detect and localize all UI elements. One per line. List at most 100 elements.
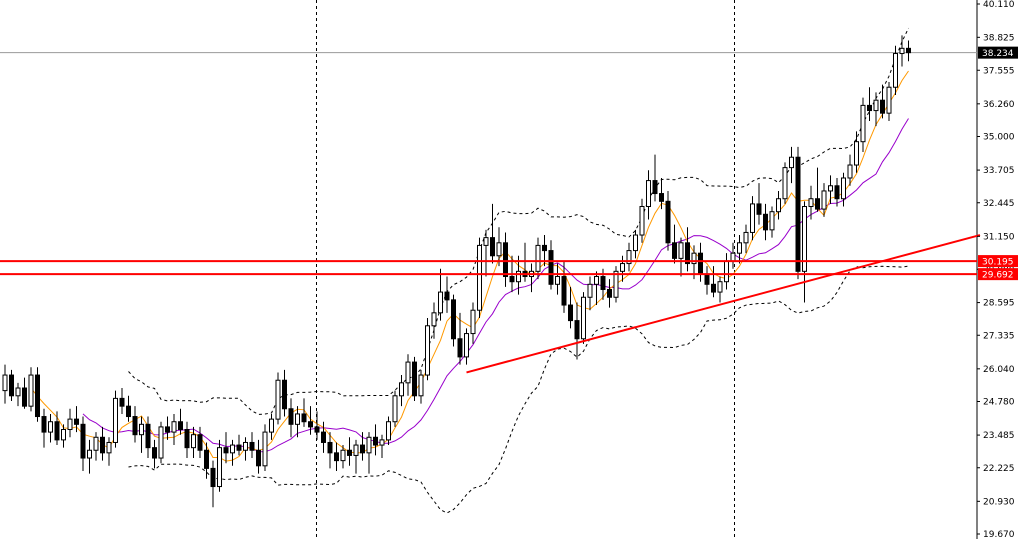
candle [204,442,209,479]
candle [854,131,859,173]
candle-body-bullish [470,309,476,335]
candle [906,40,911,62]
candle [815,167,820,212]
candle-body-bullish [899,47,905,55]
candle [613,266,619,303]
candle-body-bearish [672,242,677,259]
candle-body-bullish [769,211,775,231]
candle-body-bearish [568,304,573,322]
candle-body-bullish [802,206,807,272]
candle-body-bearish [444,291,450,301]
candle [717,276,723,303]
candle-body-bullish [477,244,482,311]
price-tick-label: 36.260 [983,100,1015,110]
candle [548,240,554,290]
candle [275,372,281,425]
candle-body-bearish [165,426,170,433]
candle-body-bearish [795,156,801,272]
candle [451,294,456,347]
candle [386,416,391,446]
candle-body-bearish [236,444,242,451]
candle [35,367,40,422]
candle [555,263,560,295]
candle [594,271,599,306]
candle [626,242,632,272]
candle [22,377,27,409]
candle [483,229,489,277]
candle [711,266,716,298]
candle-body-bullish [535,244,541,272]
candle [750,196,755,241]
candle-body-bullish [828,185,833,192]
candle [301,398,307,427]
candle [620,255,625,282]
candle [724,253,729,290]
candle [152,439,157,469]
candle [438,268,443,321]
candle [763,203,768,241]
candle [743,224,749,254]
candle-body-bullish [353,444,359,456]
candle [61,424,66,448]
candle-body-bullish [418,374,424,397]
candle [704,266,710,295]
candle [802,201,807,303]
candle [808,185,814,220]
candle [288,398,294,438]
price-tick-label: 28.595 [983,299,1015,309]
candle [314,411,320,440]
candle-body-bearish [548,250,554,285]
candle [678,237,684,277]
candle [184,421,190,459]
candle-body-bearish [74,418,79,425]
candle [665,190,671,251]
candle [477,237,482,319]
candle-body-bearish [145,423,151,449]
candle [659,177,664,210]
candle [379,434,385,459]
candle [828,175,833,204]
candle [821,183,827,217]
candle [405,354,411,396]
candle-body-bearish [334,452,339,462]
candle-body-bearish [412,361,417,397]
candle [87,439,92,474]
candle-body-bearish [347,449,352,456]
candle [880,84,885,119]
candle [54,411,60,446]
candle-body-bearish [132,416,138,436]
candle-body-bullish [113,397,118,443]
candle [561,260,567,313]
candle [581,292,586,344]
candle-body-bearish [9,374,14,397]
candle [867,87,872,121]
candle-body-bullish [67,418,73,431]
moving-average-purple [82,118,909,453]
candle [178,408,183,435]
candle-body-bullish [587,283,593,298]
candle [789,146,794,184]
candle-body-bearish [119,397,125,407]
candle-body-bullish [646,180,651,208]
level-tag-text: 30.195 [982,258,1014,268]
candle-body-bearish [756,203,762,215]
candle-body-bearish [457,338,463,358]
candle-body-bullish [431,312,437,327]
current-price-tag-text: 38.234 [982,49,1014,59]
candle [48,413,53,443]
candle-body-bearish [41,416,47,433]
candle [847,154,853,186]
candle [327,432,333,469]
candle-body-bearish [249,441,255,451]
candle [236,434,242,456]
candle [243,437,248,461]
candle [9,369,14,401]
candle [256,439,261,474]
candle-body-bearish [35,374,40,418]
candle-body-bullish [425,325,430,376]
candle [353,439,359,474]
candle [698,242,703,282]
candle-body-bullish [750,203,755,233]
